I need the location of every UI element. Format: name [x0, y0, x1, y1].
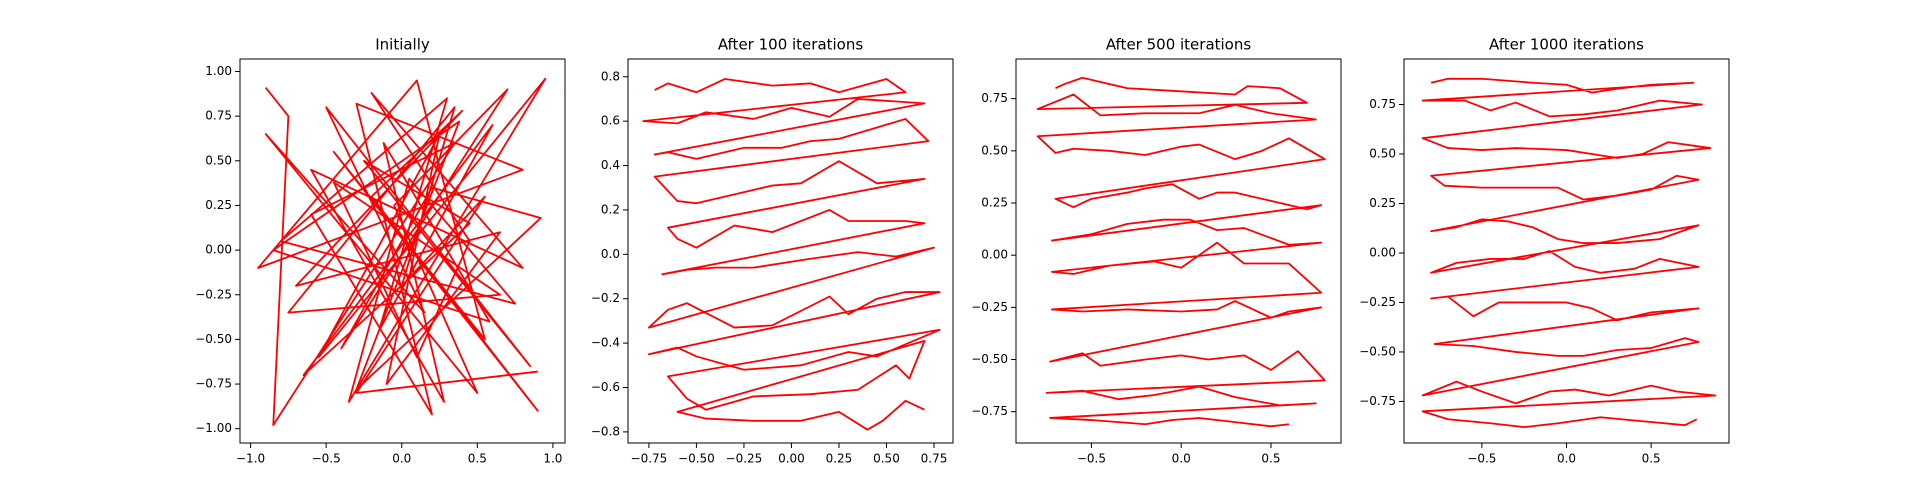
y-tick-label: 0.75: [205, 109, 232, 123]
y-tick-label: 0.00: [205, 243, 232, 257]
y-tick-label: 0.25: [1369, 196, 1396, 210]
x-tick-label: 1.0: [543, 452, 562, 466]
x-tick-label: 0.0: [392, 452, 411, 466]
x-tick-label: −0.50: [678, 452, 715, 466]
y-tick-label: 0.25: [981, 196, 1008, 210]
y-tick-label: −0.25: [971, 300, 1008, 314]
y-tick-label: 0.75: [981, 91, 1008, 105]
y-tick-label: −0.6: [591, 380, 620, 394]
subplot-title: Initially: [375, 36, 430, 54]
y-tick-label: −0.2: [591, 291, 620, 305]
x-tick-label: 0.0: [1172, 452, 1191, 466]
subplot-title: After 1000 iterations: [1489, 36, 1644, 54]
axes-frame: [239, 58, 566, 444]
y-tick-label: 1.00: [205, 64, 232, 78]
subplot: After 500 iterations −0.5 0.0 0.5 −0.75 −0.50…: [971, 36, 1342, 466]
axes-frame: [1403, 58, 1730, 444]
subplot-title: After 500 iterations: [1106, 36, 1252, 54]
route-line: [1036, 76, 1326, 428]
subplot-title: After 100 iterations: [718, 36, 864, 54]
y-tick-label: 0.0: [601, 247, 620, 261]
y-tick-label: −0.25: [1359, 295, 1396, 309]
plot-area: [257, 77, 547, 427]
y-tick-label: −0.50: [195, 332, 232, 346]
y-tick-label: −0.75: [195, 377, 232, 391]
y-tick-label: 0.50: [981, 143, 1008, 157]
y-tick-label: 0.25: [205, 198, 232, 212]
y-tick-label: 0.2: [601, 202, 620, 216]
y-tick-label: −0.50: [1359, 344, 1396, 358]
y-tick-label: 0.50: [205, 153, 232, 167]
x-tick-label: 0.00: [778, 452, 805, 466]
route-line: [642, 78, 941, 431]
y-tick-label: −0.75: [971, 404, 1008, 418]
x-tick-label: −0.5: [1077, 452, 1106, 466]
subplot: After 1000 iterations −0.5 0.0 0.5 −0.75 −0.5…: [1359, 36, 1730, 466]
y-tick-label: −1.00: [195, 421, 232, 435]
axes-frame: [627, 58, 954, 444]
x-tick-label: −1.0: [236, 452, 265, 466]
y-tick-label: −0.50: [971, 352, 1008, 366]
plot-area: [642, 78, 941, 431]
y-tick-label: −0.25: [195, 287, 232, 301]
x-tick-label: −0.5: [312, 452, 341, 466]
x-tick-label: 0.5: [1261, 452, 1280, 466]
x-tick-label: 0.5: [1642, 452, 1661, 466]
y-tick-label: 0.00: [1369, 245, 1396, 259]
y-tick-label: −0.8: [591, 424, 620, 438]
y-tick-label: 0.00: [981, 248, 1008, 262]
route-line: [1421, 77, 1717, 429]
x-tick-label: 0.75: [921, 452, 948, 466]
x-tick-label: −0.5: [1467, 452, 1496, 466]
plot-area: [1036, 76, 1326, 428]
axes-frame: [1015, 58, 1342, 444]
subplot: Initially −1.0 −0.5 0.0 0.5 1.0 −1.00 −0.75 −0.5…: [195, 36, 566, 466]
y-tick-label: 0.4: [601, 158, 620, 172]
plot-area: [1421, 77, 1717, 429]
y-tick-label: 0.6: [601, 114, 620, 128]
y-tick-label: 0.50: [1369, 147, 1396, 161]
y-tick-label: −0.75: [1359, 394, 1396, 408]
x-tick-label: −0.75: [631, 452, 668, 466]
subplot: After 100 iterations −0.75 −0.50 −0.25 0.00 0…: [591, 36, 954, 466]
x-tick-label: 0.5: [468, 452, 487, 466]
x-tick-label: −0.25: [726, 452, 763, 466]
x-tick-label: 0.50: [873, 452, 900, 466]
route-line: [257, 77, 547, 427]
y-tick-label: −0.4: [591, 336, 620, 350]
x-tick-label: 0.0: [1557, 452, 1576, 466]
y-tick-label: 0.75: [1369, 97, 1396, 111]
x-tick-label: 0.25: [826, 452, 853, 466]
y-tick-label: 0.8: [601, 69, 620, 83]
